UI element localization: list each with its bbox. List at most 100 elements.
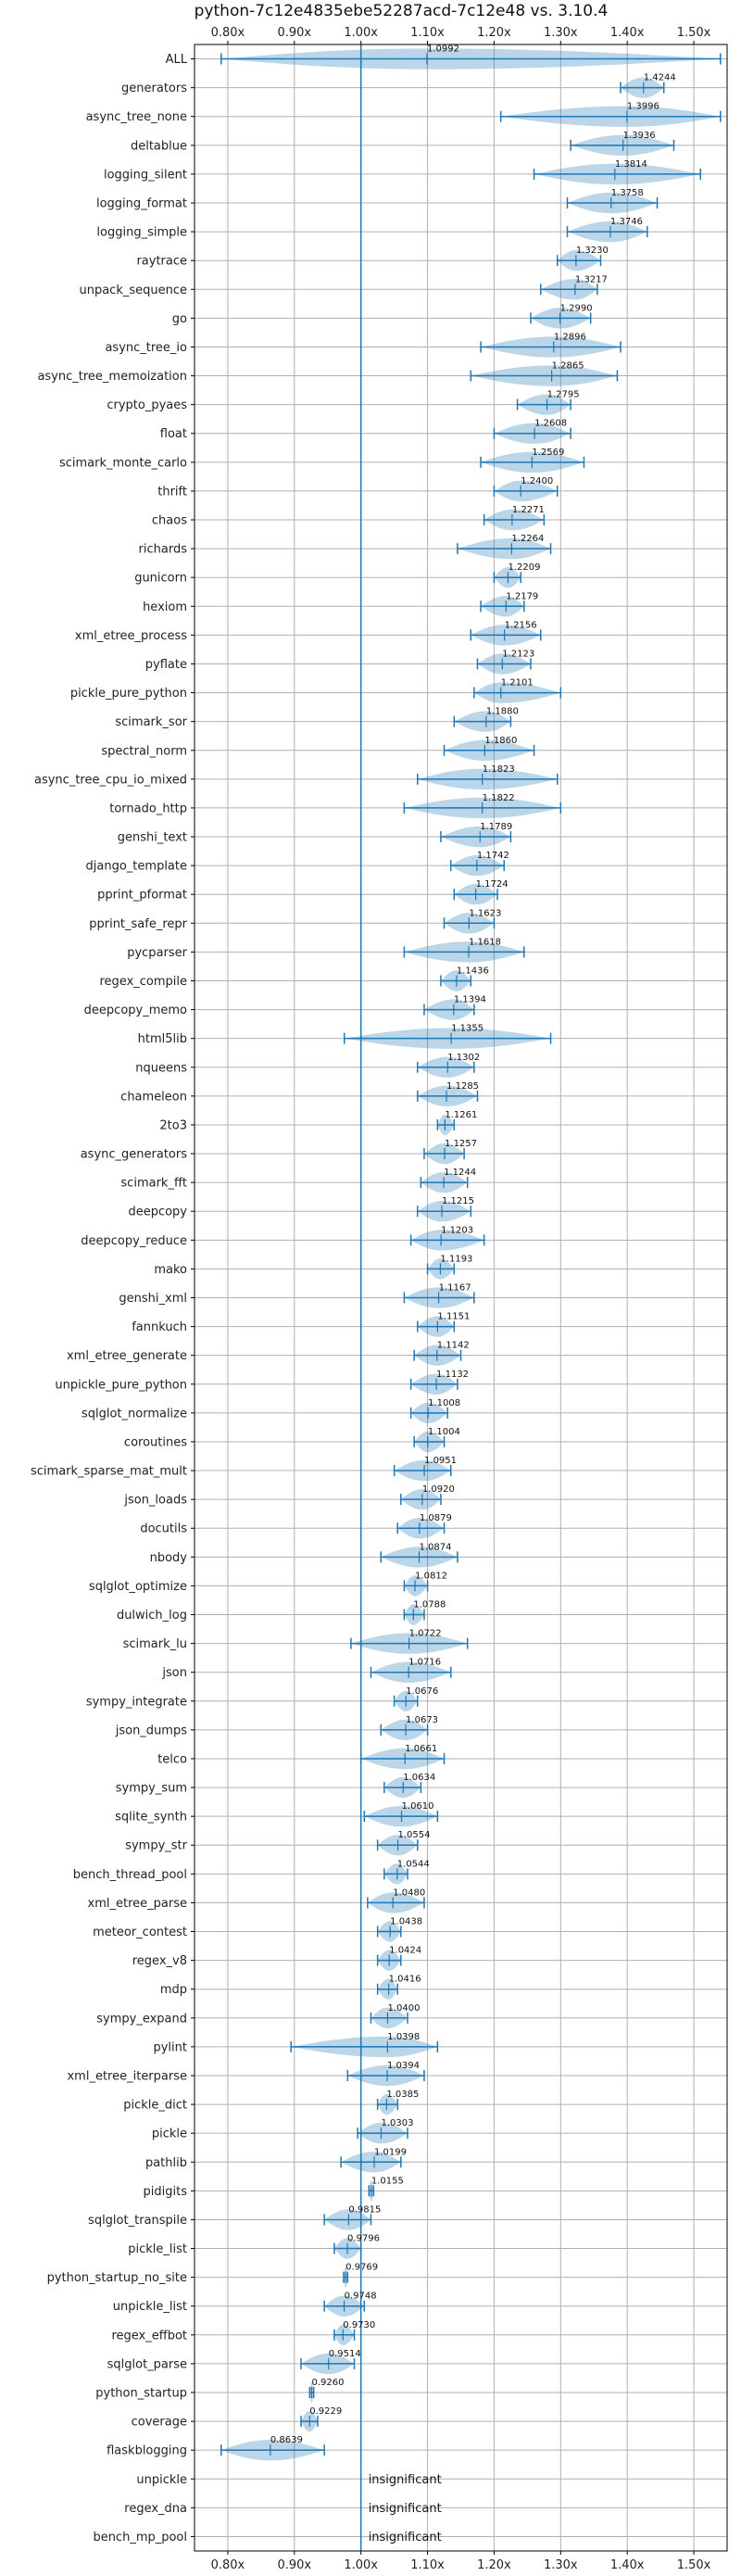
benchmark-label: hexiom [143, 600, 187, 614]
benchmark-label: float [160, 427, 187, 441]
value-label: 1.3746 [610, 217, 643, 227]
benchmark-label: scimark_sor [115, 715, 187, 729]
benchmark-label: pickle [152, 2128, 187, 2141]
value-label: 0.9748 [345, 2292, 377, 2302]
value-label: 1.0385 [386, 2090, 419, 2100]
benchmark-label: deepcopy_reduce [81, 1234, 187, 1248]
benchmark-label: async_generators [81, 1148, 188, 1162]
value-label: 1.0199 [374, 2147, 407, 2157]
value-label: 1.0812 [415, 1571, 447, 1581]
x-tick-label-top: 1.40x [610, 26, 645, 40]
value-label: 1.2264 [511, 534, 544, 544]
value-label: 1.1302 [447, 1053, 480, 1063]
benchmark-label: pickle_dict [123, 2099, 187, 2113]
benchmark-label: deepcopy_memo [84, 1004, 187, 1017]
value-label: 1.1724 [476, 879, 509, 890]
benchmark-label: raytrace [136, 255, 187, 269]
value-label: 1.1742 [477, 851, 509, 861]
benchmark-label: pickle_pure_python [70, 687, 187, 701]
x-tick-label-bottom: 1.10x [410, 2558, 445, 2572]
benchmark-label: scimark_lu [123, 1637, 187, 1651]
value-label: 1.0554 [398, 1830, 431, 1840]
benchmark-label: xml_etree_generate [67, 1349, 187, 1363]
value-label: 1.1142 [437, 1341, 470, 1351]
value-label: 1.0610 [402, 1801, 434, 1812]
value-label: 1.1167 [439, 1283, 471, 1294]
value-label: 1.0673 [406, 1715, 438, 1725]
benchmark-label: pyflate [145, 658, 187, 672]
value-label: 1.0676 [406, 1686, 438, 1697]
value-label: 1.1394 [454, 995, 486, 1005]
x-tick-label-bottom: 1.30x [544, 2558, 578, 2572]
value-label: 0.8639 [270, 2435, 303, 2445]
benchmark-label: spectral_norm [101, 744, 187, 758]
value-label: 1.1244 [444, 1168, 476, 1178]
value-label: 1.0398 [387, 2032, 420, 2042]
value-label: 1.1193 [440, 1254, 472, 1264]
value-label: 1.0394 [387, 2061, 420, 2071]
benchmark-label: django_template [86, 860, 187, 874]
value-label: 1.4244 [644, 73, 676, 83]
value-label: 1.2101 [501, 678, 534, 688]
chart-title: python-7c12e4835ebe52287acd-7c12e48 vs. … [195, 2, 609, 20]
value-label: 1.0788 [413, 1600, 446, 1610]
value-label: 1.2608 [534, 419, 567, 429]
benchmark-label: genshi_text [118, 831, 187, 845]
benchmark-label: coverage [132, 2416, 187, 2430]
benchmark-label: dulwich_log [117, 1609, 187, 1623]
insignificant-label: insignificant [369, 2531, 442, 2544]
benchmark-label: telco [157, 1752, 187, 1766]
benchmark-label: tornado_http [109, 802, 187, 815]
x-tick-label-top: 1.30x [544, 26, 578, 40]
benchmark-label: logging_simple [96, 226, 187, 240]
label-layer: 0.80x 0.80x 0.90x 0.90x 1.00x 1.00x 1.10x 1.10x… [31, 26, 711, 2572]
benchmark-label: xml_etree_parse [88, 1897, 187, 1911]
benchmark-label: regex_dna [124, 2502, 187, 2516]
benchmark-label: sympy_sum [116, 1782, 187, 1796]
value-label: 1.0951 [424, 1456, 457, 1466]
value-label: 1.1151 [437, 1312, 470, 1322]
benchmark-label: chaos [152, 514, 187, 528]
benchmark-label: chameleon [120, 1090, 187, 1104]
benchmark-label: json_loads [123, 1494, 187, 1508]
x-tick-label-top: 0.90x [277, 26, 311, 40]
value-label: 1.0722 [409, 1629, 442, 1639]
value-label: 1.1618 [469, 937, 501, 947]
value-label: 1.0716 [408, 1658, 441, 1668]
value-label: 1.1004 [428, 1427, 460, 1437]
value-label: 1.0992 [427, 44, 459, 55]
benchmark-label: python_startup_no_site [47, 2271, 187, 2285]
benchmark-label: async_tree_io [105, 341, 187, 355]
benchmark-label: async_tree_memoization [37, 370, 187, 384]
value-label: 1.0920 [422, 1484, 455, 1495]
benchmark-label: pidigits [144, 2185, 188, 2199]
benchmark-label: unpickle_list [113, 2300, 187, 2314]
insignificant-label: insignificant [369, 2502, 442, 2516]
benchmark-label: genshi_xml [119, 1292, 187, 1306]
benchmark-label: xml_etree_process [75, 629, 187, 643]
value-label: 1.1860 [484, 736, 517, 746]
benchmark-label: async_tree_cpu_io_mixed [34, 773, 187, 787]
value-label: 1.0303 [381, 2118, 413, 2128]
benchmark-label: generators [121, 82, 187, 95]
value-label: 0.9229 [309, 2406, 342, 2417]
benchmark-label: sqlite_synth [115, 1811, 187, 1825]
benchmark-label: xml_etree_iterparse [67, 2069, 187, 2083]
value-label: 1.1880 [486, 707, 519, 717]
insignificant-label: insignificant [369, 2473, 442, 2487]
benchmark-label: crypto_pyaes [107, 398, 187, 412]
value-label: 1.0400 [387, 2003, 420, 2014]
benchmark-label: json_dumps [115, 1724, 187, 1737]
plot-frame [194, 44, 728, 2552]
value-label: 0.9260 [312, 2378, 345, 2388]
value-label: 1.1285 [446, 1081, 479, 1092]
value-label: 1.0661 [405, 1744, 437, 1754]
value-label: 1.0480 [393, 1888, 425, 1898]
benchmark-label: sqlglot_normalize [82, 1407, 187, 1421]
benchmark-label: thrift [157, 485, 187, 499]
value-label: 1.2179 [506, 591, 538, 601]
value-label: 1.3217 [575, 274, 608, 284]
x-tick-label-top: 1.20x [477, 26, 511, 40]
